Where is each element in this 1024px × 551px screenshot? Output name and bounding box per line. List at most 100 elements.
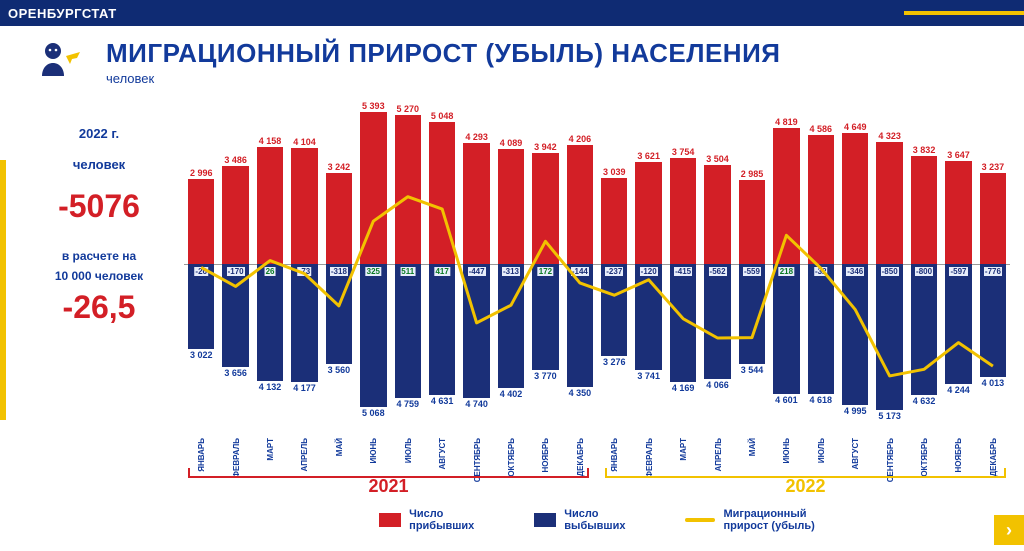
value-net: -144	[571, 267, 589, 276]
legend-swatch-red	[379, 513, 401, 527]
value-departed: 4 995	[844, 406, 867, 416]
value-arrived: 5 393	[362, 101, 385, 111]
chart-slot: 4 8194 601218ИЮНЬ	[770, 90, 802, 438]
chart-slot: 3 8324 632-800ОКТЯБРЬ	[908, 90, 940, 438]
value-arrived: 3 754	[672, 147, 695, 157]
x-axis-label: ИЮЛЬ	[404, 438, 413, 463]
value-net: 325	[366, 267, 381, 276]
bar-departed	[945, 264, 971, 384]
x-axis-label: АВГУСТ	[851, 438, 860, 470]
value-arrived: 3 647	[947, 150, 970, 160]
bar-arrived	[257, 147, 283, 264]
value-net: -415	[674, 267, 692, 276]
value-departed: 4 132	[259, 382, 282, 392]
side-per-label-2: 10 000 человек	[24, 269, 174, 283]
bar-departed	[911, 264, 937, 395]
value-departed: 4 169	[672, 383, 695, 393]
bar-arrived	[498, 149, 524, 264]
bar-departed	[808, 264, 834, 394]
bracket-2022: 2022	[601, 468, 1010, 498]
side-big-value-1: -5076	[24, 188, 174, 225]
bar-arrived	[980, 173, 1006, 264]
value-arrived: 3 242	[328, 162, 351, 172]
bar-arrived	[842, 133, 868, 264]
title-row: МИГРАЦИОННЫЙ ПРИРОСТ (УБЫЛЬ) НАСЕЛЕНИЯ ч…	[0, 26, 1024, 86]
value-net: -120	[640, 267, 658, 276]
value-net: -32	[814, 267, 828, 276]
bar-departed	[704, 264, 730, 379]
year-label-2022: 2022	[601, 476, 1010, 497]
chart-slot: 4 5864 618-32ИЮЛЬ	[805, 90, 837, 438]
chart-slot: 3 4863 656-170ФЕВРАЛЬ	[219, 90, 251, 438]
bracket-2021: 2021	[184, 468, 593, 498]
chart-slot: 5 2704 759511ИЮЛЬ	[392, 90, 424, 438]
bar-arrived	[601, 178, 627, 264]
value-departed: 3 770	[534, 371, 557, 381]
value-departed: 3 560	[328, 365, 351, 375]
legend-swatch-yellow	[685, 518, 715, 522]
bar-departed	[876, 264, 902, 410]
chart-slot: 3 2374 013-776ДЕКАБРЬ	[977, 90, 1009, 438]
value-arrived: 4 649	[844, 122, 867, 132]
legend-swatch-navy	[534, 513, 556, 527]
x-axis-label: ЯНВАРЬ	[610, 438, 619, 472]
page-title: МИГРАЦИОННЫЙ ПРИРОСТ (УБЫЛЬ) НАСЕЛЕНИЯ	[106, 38, 780, 69]
value-arrived: 3 942	[534, 142, 557, 152]
value-arrived: 4 293	[465, 132, 488, 142]
value-net: -800	[915, 267, 933, 276]
value-departed: 4 066	[706, 380, 729, 390]
bar-arrived	[739, 180, 765, 264]
value-net: -73	[298, 267, 312, 276]
bar-departed	[498, 264, 524, 388]
next-page-button[interactable]: ›	[994, 515, 1024, 545]
value-departed: 4 740	[465, 399, 488, 409]
side-big-value-2: -26,5	[24, 289, 174, 326]
x-axis-label: АПРЕЛЬ	[714, 438, 723, 471]
chart-slot: 3 0393 276-237ЯНВАРЬ	[598, 90, 630, 438]
value-arrived: 2 996	[190, 168, 213, 178]
value-arrived: 3 237	[982, 162, 1005, 172]
bar-departed	[188, 264, 214, 349]
bar-departed	[670, 264, 696, 382]
bar-departed	[257, 264, 283, 381]
title-text: МИГРАЦИОННЫЙ ПРИРОСТ (УБЫЛЬ) НАСЕЛЕНИЯ ч…	[106, 38, 780, 86]
chart-slot: 4 2934 740-447СЕНТЯБРЬ	[460, 90, 492, 438]
x-axis-label: АПРЕЛЬ	[300, 438, 309, 471]
bar-arrived	[291, 148, 317, 264]
value-departed: 3 741	[637, 371, 660, 381]
value-arrived: 3 832	[913, 145, 936, 155]
x-axis-label: ИЮНЬ	[782, 438, 791, 464]
value-net: 511	[400, 267, 415, 276]
value-net: 26	[265, 267, 276, 276]
side-panel: 2022 г. человек -5076 в расчете на 10 00…	[24, 90, 174, 532]
x-axis-label: МАРТ	[266, 438, 275, 461]
bar-arrived	[429, 122, 455, 264]
value-departed: 4 631	[431, 396, 454, 406]
left-accent-bar	[0, 160, 6, 420]
value-departed: 4 618	[810, 395, 833, 405]
chart-slot: 4 6494 995-346АВГУСТ	[839, 90, 871, 438]
chart-wrap: 2 9963 022-26ЯНВАРЬ3 4863 656-170ФЕВРАЛЬ…	[184, 90, 1010, 532]
bar-departed	[360, 264, 386, 407]
value-arrived: 2 985	[741, 169, 764, 179]
year-label-2021: 2021	[184, 476, 593, 497]
bar-departed	[601, 264, 627, 356]
value-arrived: 3 504	[706, 154, 729, 164]
legend-net-label: Миграционный прирост (убыль)	[723, 508, 814, 532]
bar-departed	[222, 264, 248, 367]
side-people-label: человек	[24, 157, 174, 172]
bar-departed	[739, 264, 765, 364]
chart-bars-area: 2 9963 022-26ЯНВАРЬ3 4863 656-170ФЕВРАЛЬ…	[184, 90, 1010, 438]
value-departed: 4 759	[396, 399, 419, 409]
chart-slot: 4 0894 402-313ОКТЯБРЬ	[495, 90, 527, 438]
bar-arrived	[670, 158, 696, 264]
bar-arrived	[704, 165, 730, 264]
bar-arrived	[773, 128, 799, 264]
value-arrived: 4 323	[878, 131, 901, 141]
value-net: -26	[194, 267, 208, 276]
value-departed: 4 013	[982, 378, 1005, 388]
value-net: -170	[227, 267, 245, 276]
value-departed: 4 244	[947, 385, 970, 395]
legend-departed: Число выбывших	[534, 508, 625, 532]
bar-departed	[463, 264, 489, 398]
